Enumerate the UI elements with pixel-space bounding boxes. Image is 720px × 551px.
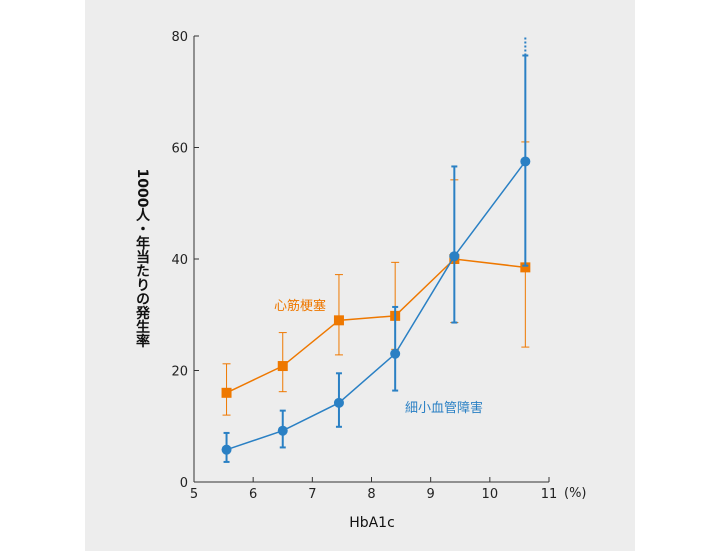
x-tick-label: 6	[249, 487, 257, 502]
data-point	[449, 251, 460, 262]
x-tick-label: 11	[541, 487, 558, 502]
x-axis-unit: (%)	[564, 486, 587, 501]
series-label-1: 心筋梗塞	[274, 298, 326, 314]
y-tick-label: 80	[171, 30, 188, 45]
data-point	[221, 387, 232, 398]
y-tick-label: 40	[171, 253, 188, 268]
chart-background	[85, 0, 635, 551]
y-tick-label: 0	[180, 476, 188, 491]
data-point	[390, 348, 401, 359]
tick-labels: 0 20 40 60 80 5 6 7 8 9 10 11	[171, 30, 557, 502]
x-tick-label: 8	[367, 487, 375, 502]
series-line	[226, 160, 526, 451]
series-layer	[221, 36, 531, 463]
data-point	[520, 262, 531, 273]
axes	[193, 35, 550, 483]
x-axis-title: HbA1c	[349, 515, 395, 531]
data-point	[277, 361, 288, 372]
series-label-2: 細小血管障害	[405, 400, 483, 416]
y-tick-label: 20	[171, 365, 188, 380]
y-axis-title: 1000人・年当たりの発生率	[134, 169, 151, 349]
series-1	[221, 141, 531, 416]
x-tick-label: 7	[308, 487, 316, 502]
x-tick-label: 5	[190, 487, 198, 502]
data-point	[520, 156, 531, 167]
x-tick-label: 10	[482, 487, 499, 502]
y-tick-label: 60	[171, 142, 188, 157]
data-point	[333, 315, 344, 326]
x-tick-label: 9	[427, 487, 435, 502]
data-point	[333, 397, 344, 408]
series-line	[226, 258, 526, 394]
data-point	[277, 425, 288, 436]
data-point	[221, 444, 232, 455]
series-2	[221, 36, 531, 463]
